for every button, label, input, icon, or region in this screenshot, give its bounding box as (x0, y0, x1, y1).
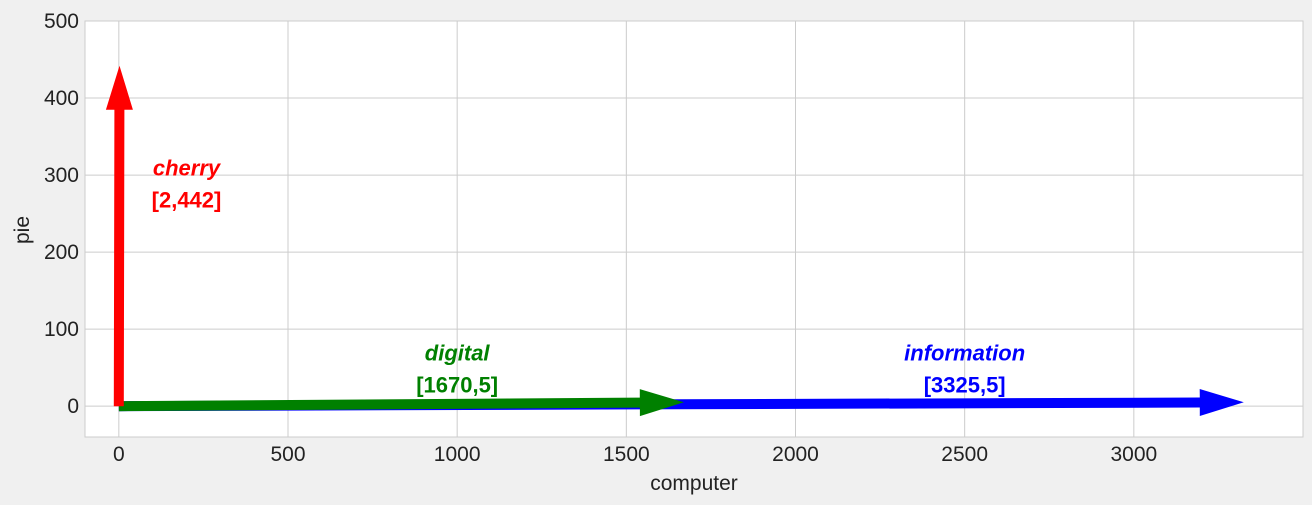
y-tick-label: 500 (44, 10, 79, 33)
arrow-digital (118, 389, 684, 417)
x-tick-label: 1500 (603, 443, 650, 466)
y-tick-label: 0 (67, 395, 79, 418)
annotation-information-name: information (904, 340, 1025, 365)
x-tick-label: 0 (113, 443, 125, 466)
annotation-digital-coords: [1670,5] (416, 372, 498, 397)
tick-labels: 0 500 1000 1500 2000 2500 3000 0 100 200 300 400 500 (44, 10, 1157, 466)
grid (85, 20, 1303, 437)
x-tick-label: 2500 (941, 443, 988, 466)
y-tick-label: 200 (44, 241, 79, 264)
vectors (105, 65, 1244, 417)
y-tick-label: 400 (44, 87, 79, 110)
y-tick-label: 100 (44, 318, 79, 341)
annotation-cherry-coords: [2,442] (152, 187, 222, 212)
annotation-digital-name: digital (425, 340, 491, 365)
arrow-cherry (105, 65, 133, 407)
y-tick-label: 300 (44, 164, 79, 187)
x-tick-label: 3000 (1110, 443, 1157, 466)
y-axis-label: pie (11, 216, 34, 244)
x-tick-label: 2000 (772, 443, 819, 466)
x-tick-label: 1000 (434, 443, 481, 466)
plot-area (84, 20, 1304, 438)
annotations: information [3325,5] digital [1670,5] cherry… (152, 155, 1026, 397)
x-tick-label: 500 (270, 443, 305, 466)
annotation-information-coords: [3325,5] (924, 372, 1006, 397)
annotation-cherry-name: cherry (153, 155, 222, 180)
x-axis-label: computer (650, 472, 738, 495)
